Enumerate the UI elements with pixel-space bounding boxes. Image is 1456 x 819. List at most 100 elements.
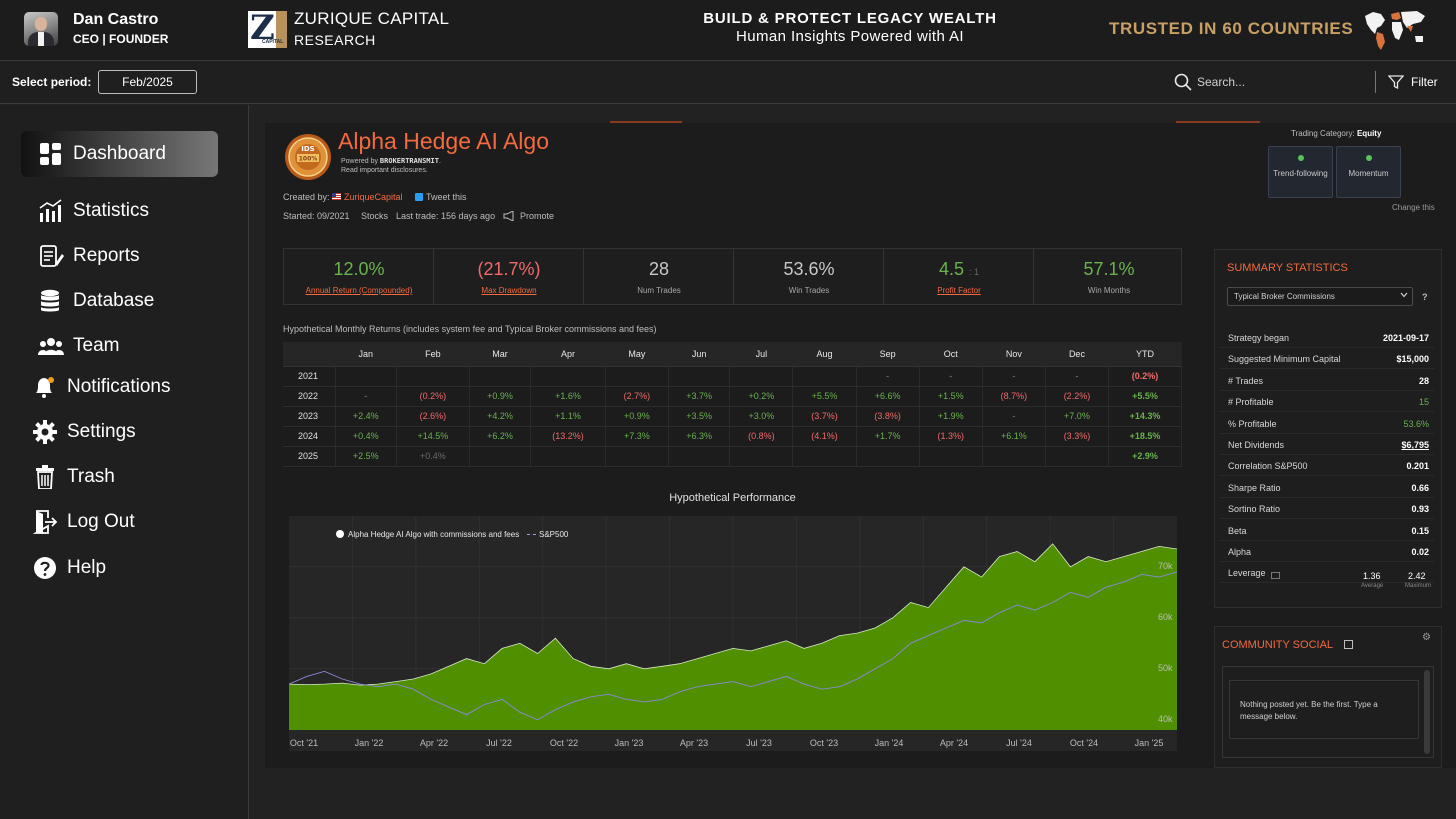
commission-select[interactable]: Typical Broker Commissions <box>1227 287 1413 306</box>
chart-title: Hypothetical Performance <box>669 492 796 504</box>
table-cell: +2.9% <box>1108 446 1182 467</box>
table-cell: - <box>1045 366 1110 387</box>
table-header: Jan <box>335 342 397 367</box>
table-cell: +2.5% <box>335 446 397 467</box>
table-cell <box>982 446 1046 467</box>
x-tick-label: Oct '21 <box>289 738 319 748</box>
scrollbar[interactable] <box>1424 670 1430 754</box>
x-tick-label: Jul '24 <box>1006 738 1032 748</box>
x-tick-label: Jan '22 <box>354 738 384 748</box>
table-header: Nov <box>982 342 1046 367</box>
logout-icon <box>32 510 58 534</box>
last-trade: Last trade: 156 days ago <box>396 211 496 221</box>
sidebar-item-label: Database <box>73 290 155 311</box>
sidebar-item-trash[interactable]: Trash <box>21 454 218 500</box>
table-cell: +3.5% <box>668 406 731 427</box>
period-select[interactable]: Feb/2025 <box>98 70 197 94</box>
disclosure-link[interactable]: Read important disclosures. <box>341 167 428 174</box>
tagline-title: BUILD & PROTECT LEGACY WEALTH <box>703 10 997 27</box>
row-year: 2024 <box>283 426 336 447</box>
sidebar-item-notifications[interactable]: Notifications <box>21 364 218 410</box>
help-icon[interactable]: ? <box>1422 292 1428 302</box>
series-sp500-line <box>289 571 1177 721</box>
sidebar-item-team[interactable]: Team <box>21 323 218 369</box>
stat-row: Sharpe Ratio 0.66 <box>1220 477 1434 498</box>
row-year: 2021 <box>283 366 336 387</box>
table-header: Sep <box>856 342 920 367</box>
table-cell: (2.7%) <box>605 386 669 407</box>
stat-label: # Profitable <box>1228 397 1274 408</box>
creator-link[interactable]: ZuriqueCapital <box>344 192 403 202</box>
world-map-icon <box>1365 11 1425 50</box>
stat-label: % Profitable <box>1228 418 1277 429</box>
tweet-button[interactable]: Tweet this <box>426 192 467 202</box>
table-header: Dec <box>1045 342 1109 367</box>
filter-button[interactable]: Filter <box>1411 75 1438 89</box>
x-tick-label: Oct '24 <box>1069 738 1099 748</box>
promote-button[interactable]: Promote <box>520 211 555 221</box>
database-icon <box>41 289 59 312</box>
filter-icon[interactable] <box>1388 74 1404 90</box>
tab-indicator <box>1176 121 1260 123</box>
change-category-link[interactable]: Change this <box>1392 203 1435 212</box>
category-trend-following[interactable]: Trend-following <box>1268 146 1333 198</box>
table-cell: - <box>335 386 397 407</box>
sidebar-item-help[interactable]: Help <box>21 545 218 591</box>
table-cell: +18.5% <box>1108 426 1182 447</box>
table-cell: (3.3%) <box>1045 426 1110 447</box>
table-cell: - <box>856 366 920 387</box>
table-cell: (2.6%) <box>396 406 470 427</box>
x-tick-label: Oct '23 <box>809 738 839 748</box>
sidebar <box>0 105 249 819</box>
category-momentum[interactable]: Momentum <box>1336 146 1401 198</box>
sidebar-item-logout[interactable]: Log Out <box>21 499 218 545</box>
leverage-chart-icon[interactable] <box>1271 572 1280 579</box>
table-cell: +2.4% <box>335 406 397 427</box>
summary-panel <box>1214 249 1442 608</box>
sidebar-item-reports[interactable]: Reports <box>21 233 218 279</box>
legend-benchmark[interactable]: S&P500 <box>539 530 569 539</box>
sidebar-item-label: Team <box>73 335 120 356</box>
stat-value: 15 <box>1418 397 1429 408</box>
table-header: May <box>605 342 669 367</box>
powered-by: Powered by BROKERTRANSMIT. <box>341 157 441 165</box>
stat-row: Suggested Minimum Capital $15,000 <box>1220 348 1434 370</box>
summary-title: SUMMARY STATISTICS <box>1227 262 1348 274</box>
sidebar-item-dashboard[interactable]: Dashboard <box>21 131 218 177</box>
table-cell: - <box>919 366 983 387</box>
external-link-icon[interactable] <box>1344 640 1353 649</box>
stat-value: 2021-09-17 <box>1382 333 1429 343</box>
performance-chart[interactable] <box>289 516 1177 751</box>
leverage-maximum: 2.42 <box>1408 571 1426 581</box>
search-icon[interactable] <box>1174 73 1192 91</box>
table-cell: (0.2%) <box>396 386 470 407</box>
twitter-icon[interactable] <box>415 193 423 201</box>
sidebar-item-statistics[interactable]: Statistics <box>21 188 218 234</box>
stat-label: Alpha <box>1228 547 1252 557</box>
legend-strategy[interactable]: Alpha Hedge AI Algo with commissions and… <box>348 530 520 539</box>
table-row: 2024 +0.4% +14.5% +6.2% (13.2%) +7.3% +6.3% (0.… <box>283 426 1182 447</box>
table-cell: +6.1% <box>982 426 1046 447</box>
sidebar-item-database[interactable]: Database <box>21 278 218 324</box>
table-header: YTD <box>1108 342 1182 367</box>
brand-logo[interactable]: Z CAPITAL <box>248 8 287 48</box>
top-header: Dan Castro CEO | FOUNDER Z CAPITAL ZURIQ… <box>0 0 1456 61</box>
community-empty-message: Nothing posted yet. Be the first. Type a… <box>1229 680 1419 739</box>
table-cell <box>396 366 470 387</box>
avatar[interactable] <box>24 12 58 46</box>
gear-icon <box>33 420 57 444</box>
megaphone-icon[interactable] <box>503 211 516 221</box>
table-cell: +3.0% <box>729 406 794 427</box>
series-strategy-line <box>289 543 1177 686</box>
stat-label: # Trades <box>1228 375 1264 386</box>
leverage-average: 1.36 <box>1363 571 1381 581</box>
trusted-badge: TRUSTED IN 60 COUNTRIES <box>1109 19 1354 38</box>
search-input[interactable] <box>1197 72 1357 92</box>
community-feed <box>1222 666 1434 758</box>
gear-icon[interactable]: ⚙ <box>1422 632 1431 643</box>
community-title: COMMUNITY SOCIAL <box>1222 639 1334 651</box>
sidebar-item-settings[interactable]: Settings <box>21 409 218 455</box>
team-icon <box>38 338 64 355</box>
table-cell: +5.5% <box>1108 386 1182 407</box>
x-tick-label: Apr '22 <box>419 738 449 748</box>
